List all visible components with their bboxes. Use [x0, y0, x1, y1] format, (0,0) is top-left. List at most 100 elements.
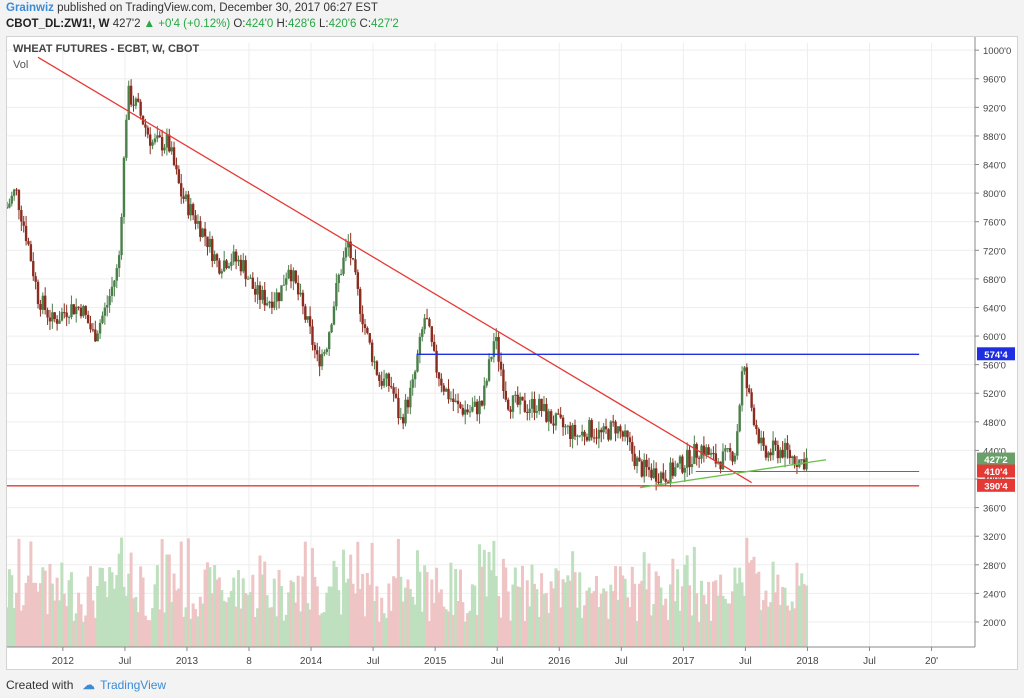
- y-tick-label: 840'0: [983, 161, 1006, 172]
- candle-body: [571, 424, 574, 440]
- candle-body: [58, 320, 61, 324]
- chart-svg[interactable]: 1000'0 960'0 920'0 880'0 840'0 800'0 760'0 720'…: [0, 37, 1017, 669]
- volume-bar: [602, 588, 606, 647]
- volume-bar: [664, 598, 668, 647]
- volume-bar: [661, 605, 665, 647]
- candle-body: [678, 456, 682, 464]
- volume-bar: [752, 556, 756, 647]
- candle-body: [15, 189, 18, 191]
- candle-body: [404, 399, 407, 424]
- tradingview-logo-icon[interactable]: ☁: [82, 678, 95, 692]
- volume-bar: [759, 609, 763, 647]
- candle-body: [659, 472, 663, 484]
- volume-bar: [666, 619, 670, 647]
- candle-body: [728, 448, 732, 452]
- candle-body: [113, 280, 116, 287]
- volume-bar: [19, 610, 23, 647]
- volume-bar: [151, 608, 155, 647]
- volume-bar: [294, 602, 298, 647]
- volume-bar: [635, 621, 639, 647]
- volume-bar: [98, 567, 102, 647]
- candle-body: [120, 217, 123, 256]
- candle-body: [693, 444, 696, 465]
- volume-bar: [122, 586, 126, 647]
- tradingview-brand[interactable]: TradingView: [100, 678, 167, 692]
- candle-body: [292, 270, 295, 282]
- candle-body: [499, 361, 503, 370]
- volume-bar: [406, 579, 410, 647]
- candle-body: [10, 195, 13, 204]
- volume-bar: [146, 620, 150, 647]
- candle-body: [373, 361, 376, 363]
- candle-body: [17, 189, 21, 211]
- candle-body: [129, 85, 133, 105]
- candle-body: [514, 394, 517, 396]
- volume-bar: [501, 558, 505, 647]
- volume-bar: [630, 566, 634, 647]
- volume-bar: [163, 612, 167, 647]
- volume-bar: [165, 554, 169, 647]
- volume-bar: [127, 573, 131, 647]
- author-link[interactable]: Grainwiz: [6, 2, 54, 14]
- volume-bar: [117, 553, 121, 647]
- volume-bar: [275, 616, 279, 647]
- volume-bar: [284, 614, 288, 647]
- candle-body: [709, 453, 713, 455]
- volume-bar: [704, 603, 708, 647]
- volume-bar: [766, 606, 770, 647]
- volume-bar: [282, 620, 286, 647]
- volume-bar: [437, 592, 441, 647]
- candle-body: [256, 285, 259, 295]
- volume-bar: [100, 568, 104, 647]
- candle-body: [311, 326, 314, 345]
- volume-bar: [411, 596, 415, 647]
- volume-bar: [475, 615, 479, 647]
- candle-body: [435, 350, 438, 373]
- candle-body: [335, 283, 338, 307]
- volume-bar: [516, 586, 520, 647]
- candle-body: [657, 481, 660, 484]
- candle-body: [764, 446, 768, 458]
- candle-body: [43, 295, 47, 311]
- candle-body: [84, 306, 87, 315]
- volume-bar: [413, 604, 417, 647]
- candle-body: [289, 269, 293, 282]
- chart-title: WHEAT FUTURES - ECBT, W, CBOT: [13, 43, 199, 55]
- volume-bar: [509, 620, 513, 647]
- candle-body: [137, 98, 140, 102]
- volume-bar: [418, 571, 422, 647]
- volume-bar: [396, 538, 400, 647]
- footer: Created with ☁ TradingView: [6, 678, 166, 692]
- volume-bar: [594, 576, 598, 647]
- up-arrow-icon: ▲: [143, 18, 156, 30]
- grid: [7, 43, 975, 647]
- candle-body: [416, 355, 419, 372]
- volume-bar: [485, 596, 489, 647]
- candle-body: [549, 411, 553, 424]
- volume-bar: [89, 566, 93, 647]
- volume-bar: [702, 595, 706, 647]
- candle-body: [359, 288, 362, 314]
- candle-body: [561, 417, 565, 428]
- volume-bar: [167, 554, 171, 647]
- candle-body: [535, 411, 539, 413]
- candle-body: [184, 194, 188, 200]
- price-tag-label: 410'4: [984, 467, 1008, 478]
- volume-bar: [552, 588, 556, 647]
- candle-body: [332, 306, 336, 325]
- volume-bar: [24, 583, 28, 647]
- candle-body: [752, 407, 756, 426]
- volume-bar: [494, 575, 498, 647]
- candle-body: [242, 260, 245, 272]
- candle-body: [614, 421, 617, 434]
- volume-bar: [279, 586, 283, 647]
- volume-bar: [466, 613, 470, 647]
- volume-bar: [301, 576, 305, 647]
- chart-panel[interactable]: 1000'0 960'0 920'0 880'0 840'0 800'0 760'0 720'…: [0, 36, 1018, 670]
- candle-body: [301, 292, 305, 307]
- candle-body: [265, 303, 269, 306]
- volume-bar: [182, 616, 186, 647]
- candle-body: [557, 413, 560, 415]
- y-tick-label: 800'0: [983, 189, 1006, 200]
- candle-body: [774, 440, 777, 445]
